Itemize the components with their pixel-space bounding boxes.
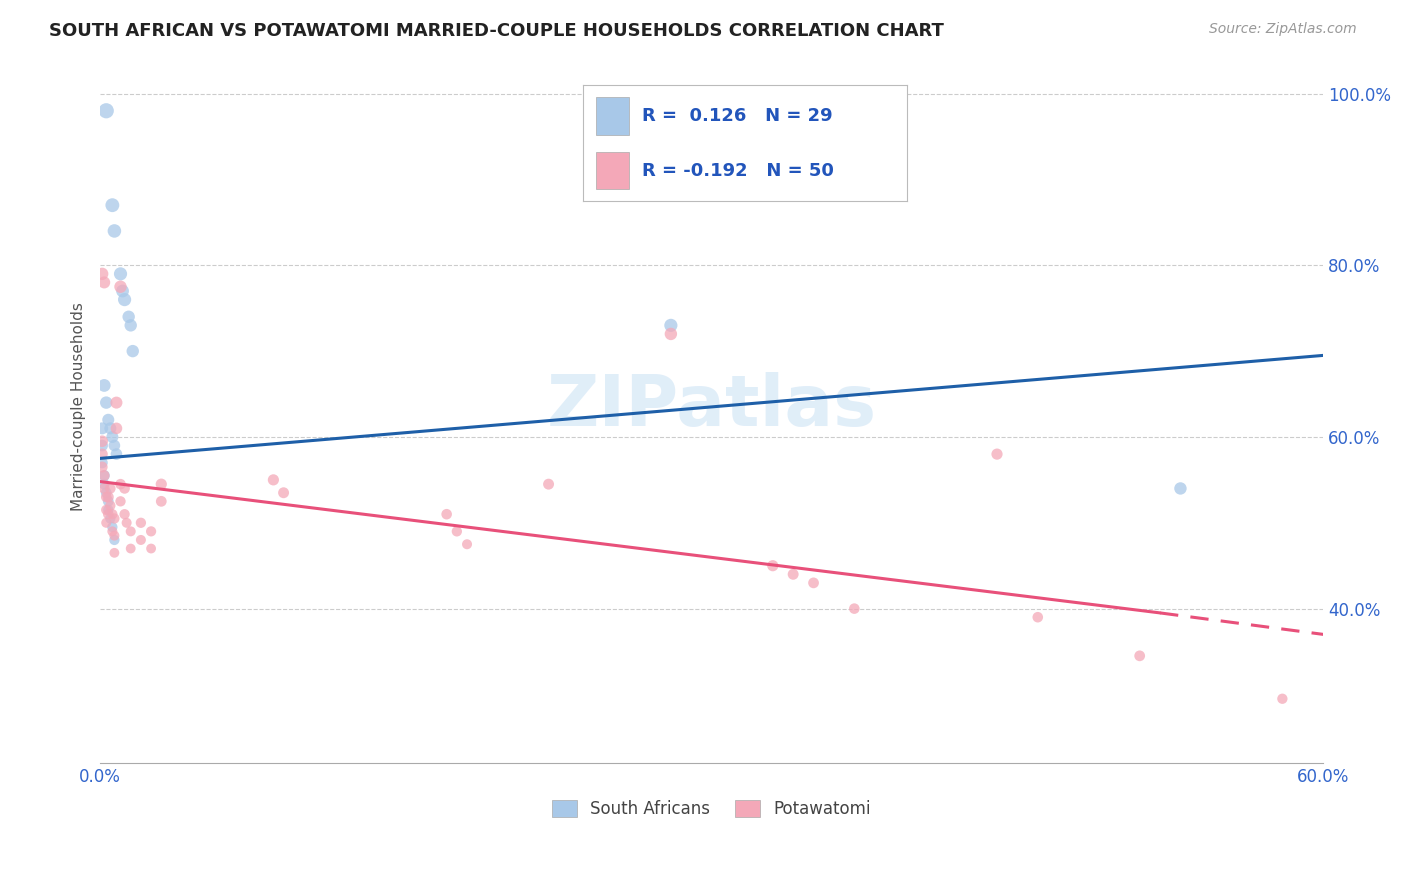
Text: R =  0.126   N = 29: R = 0.126 N = 29 <box>641 107 832 125</box>
Point <box>101 507 124 521</box>
Point <box>150 494 173 508</box>
Text: Source: ZipAtlas.com: Source: ZipAtlas.com <box>1209 22 1357 37</box>
Point <box>91 421 114 435</box>
Point <box>97 503 120 517</box>
Point <box>659 318 682 333</box>
Point <box>96 103 118 118</box>
Point <box>91 434 114 449</box>
Point <box>97 490 120 504</box>
Point <box>105 447 128 461</box>
Point <box>986 447 1008 461</box>
Point <box>273 485 295 500</box>
Point <box>262 473 284 487</box>
Text: R = -0.192   N = 50: R = -0.192 N = 50 <box>641 161 834 179</box>
Point <box>103 533 125 547</box>
Point <box>1271 691 1294 706</box>
Point <box>101 430 124 444</box>
Point <box>91 267 114 281</box>
Text: SOUTH AFRICAN VS POTAWATOMI MARRIED-COUPLE HOUSEHOLDS CORRELATION CHART: SOUTH AFRICAN VS POTAWATOMI MARRIED-COUP… <box>49 22 943 40</box>
Point <box>110 477 132 491</box>
Point <box>659 326 682 341</box>
Point <box>150 477 173 491</box>
Point <box>98 499 121 513</box>
Point <box>96 516 118 530</box>
Point <box>121 344 143 359</box>
Point <box>98 421 121 435</box>
Point <box>97 507 120 521</box>
Point <box>111 284 134 298</box>
Point <box>129 516 152 530</box>
Point <box>456 537 478 551</box>
Point <box>120 541 142 556</box>
Point <box>1129 648 1152 663</box>
Point <box>446 524 468 539</box>
Point <box>114 507 136 521</box>
Point <box>103 529 125 543</box>
Point <box>762 558 785 573</box>
Point <box>93 468 115 483</box>
Point <box>96 395 118 409</box>
Point <box>803 575 825 590</box>
Point <box>110 494 132 508</box>
Point <box>105 421 128 435</box>
Point <box>105 395 128 409</box>
Point <box>103 546 125 560</box>
Point <box>93 378 115 392</box>
Point <box>93 468 115 483</box>
Point <box>115 516 138 530</box>
Point <box>98 511 121 525</box>
Point <box>96 485 118 500</box>
Text: ZIPatlas: ZIPatlas <box>547 372 877 442</box>
Point <box>782 567 804 582</box>
Legend: South Africans, Potawatomi: South Africans, Potawatomi <box>544 791 880 826</box>
Point <box>118 310 141 324</box>
Point <box>129 533 152 547</box>
Point <box>91 447 114 461</box>
Point <box>537 477 560 491</box>
Point <box>93 276 115 290</box>
Point <box>139 541 162 556</box>
Y-axis label: Married-couple Households: Married-couple Households <box>72 302 86 511</box>
Point <box>103 511 125 525</box>
Point <box>103 224 125 238</box>
Point <box>101 520 124 534</box>
Point <box>91 456 114 470</box>
Point <box>114 482 136 496</box>
Point <box>93 477 115 491</box>
Point <box>101 198 124 212</box>
Point <box>103 438 125 452</box>
Point <box>436 507 458 521</box>
Point <box>91 460 114 475</box>
Point <box>98 482 121 496</box>
Point <box>120 524 142 539</box>
Bar <box>596 152 628 189</box>
Point <box>97 413 120 427</box>
Bar <box>596 97 628 135</box>
Point <box>101 524 124 539</box>
Point <box>97 494 120 508</box>
Point <box>96 503 118 517</box>
Point <box>93 482 115 496</box>
Point <box>96 490 118 504</box>
Point <box>91 438 114 452</box>
Point <box>110 279 132 293</box>
Point <box>1170 482 1192 496</box>
Point <box>844 601 866 615</box>
Point <box>120 318 142 333</box>
Point <box>110 267 132 281</box>
Point <box>1026 610 1049 624</box>
Point <box>139 524 162 539</box>
Point <box>114 293 136 307</box>
